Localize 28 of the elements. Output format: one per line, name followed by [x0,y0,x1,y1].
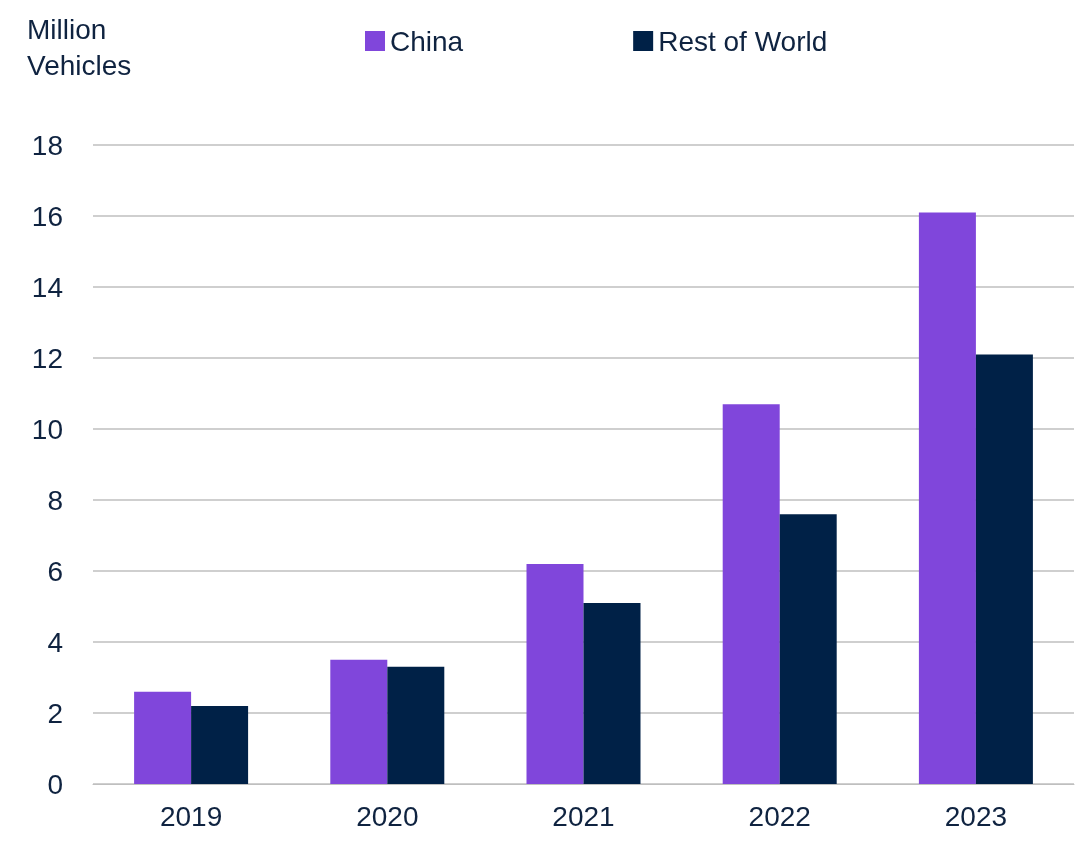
x-tick-label: 2021 [552,800,615,832]
legend-label: Rest of World [658,25,828,57]
x-tick-label: 2019 [159,800,223,832]
x-tick-label: 2020 [356,800,419,832]
y-tick-label: 4 [47,626,63,658]
bar [583,602,641,784]
y-tick-label: 10 [31,413,63,445]
y-tick-label: 0 [47,768,63,800]
x-tick-label: 2023 [944,800,1008,832]
bar [975,354,1033,784]
bar [134,691,192,784]
bar [191,705,249,784]
bar [918,212,976,784]
bar [526,563,584,784]
bar [779,514,837,784]
y-tick-label: 12 [31,342,63,374]
y-tick-label: 14 [31,271,63,303]
y-tick-label: 8 [47,484,63,516]
x-tick-label: 2022 [748,800,811,832]
bar [330,659,388,784]
y-tick-label: 18 [31,129,63,161]
bar [722,404,780,784]
bar [387,666,445,784]
y-axis-title: Million Vehicles [27,13,132,81]
y-tick-label: 16 [31,200,63,232]
legend-label: China [390,25,464,57]
y-tick-label: 6 [47,555,63,587]
y-tick-label: 2 [47,697,63,729]
